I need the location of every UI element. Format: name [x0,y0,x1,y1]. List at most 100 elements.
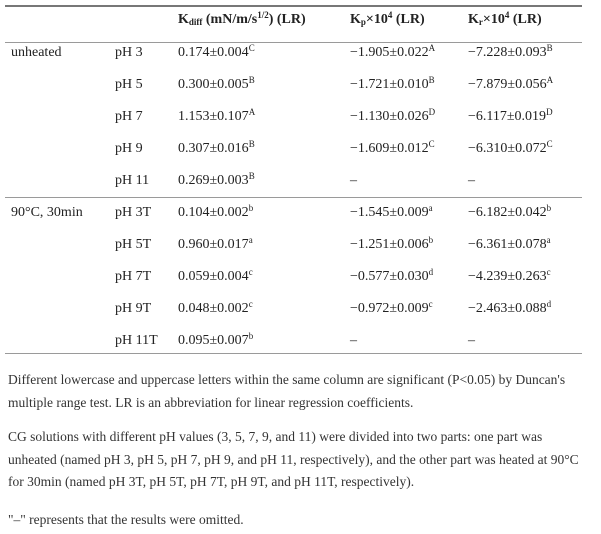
header-unit: ×10 [365,12,388,27]
value: −7.228±0.093 [468,45,547,60]
value: −0.577±0.030 [350,269,429,284]
header-unit: (mN/m/s [202,12,258,27]
value-cell: −2.463±0.088d [468,299,552,317]
significance-letter: A [546,75,554,85]
value-cell: −7.228±0.093B [468,43,553,61]
footnote-significance: Different lowercase and uppercase letter… [8,372,566,410]
value-cell: 0.307±0.016B [178,139,255,157]
group-label: 90°C, 30min [11,205,83,220]
column-header: Kp×104 (LR) [350,11,425,28]
sample-label: pH 9 [115,141,143,156]
sample-label: pH 5T [115,237,152,252]
significance-letter: B [546,43,553,53]
significance-letter: d [546,299,552,309]
significance-letter: C [248,43,255,53]
value-cell: – [350,333,357,349]
value-cell: −6.310±0.072C [468,139,553,157]
header-symbol: K [468,12,479,27]
value: 0.048±0.002 [178,301,249,316]
footnote-omitted: "–" represents that the results were omi… [8,512,244,527]
value: −4.239±0.263 [468,269,547,284]
value-cell: −1.721±0.010B [350,75,435,93]
header-unit: ×10 [482,12,505,27]
value: −6.117±0.019 [468,109,547,124]
significance-letter: D [428,107,436,117]
group-divider [5,197,582,198]
header-tail: (LR) [509,12,542,27]
header-rule [5,42,582,43]
value-cell: −1.905±0.022A [350,43,436,61]
sample-label: pH 7 [115,109,143,124]
value-cell: −1.130±0.026D [350,107,436,125]
value-cell: −0.972±0.009c [350,299,433,317]
value: −6.310±0.072 [468,141,547,156]
header-symbol: K [350,12,361,27]
header-subscript: p [360,17,366,27]
value: −1.251±0.006 [350,237,429,252]
header-subscript: diff [188,17,203,27]
value-cell: 1.153±0.107A [178,107,256,125]
significance-letter: B [428,75,435,85]
value-cell: 0.095±0.007b [178,331,254,349]
significance-letter: a [428,203,433,213]
header-superscript: 1/2 [257,10,269,20]
header-tail: (LR) [392,12,425,27]
sample-label: pH 11 [115,173,150,188]
header-superscript: 4 [504,10,510,20]
significance-letter: A [428,43,436,53]
value-cell: 0.300±0.005B [178,76,255,93]
significance-letter: b [248,331,254,341]
sample-label: pH 3T [115,205,152,220]
significance-letter: c [428,299,433,309]
value-cell: −0.577±0.030d [350,267,434,285]
significance-letter: C [428,139,435,149]
significance-letter: d [428,267,434,277]
value: 0.174±0.004 [178,45,249,60]
significance-letter: c [248,299,253,309]
significance-letter: c [546,267,551,277]
value-cell: 0.269±0.003B [178,171,255,189]
header-symbol: K [178,12,189,27]
value: 0.104±0.002 [178,205,249,220]
value: −6.182±0.042 [468,205,547,220]
header-subscript: r [478,17,483,27]
table-top-rule [5,5,582,7]
value-cell: 0.048±0.002c [178,299,253,317]
value: −7.879±0.056 [468,77,547,92]
value-cell: −6.117±0.019D [468,108,553,125]
value: −1.721±0.010 [350,77,429,92]
value-cell: −1.545±0.009a [350,203,433,221]
value-cell: −4.239±0.263c [468,267,551,285]
significance-letter: b [428,235,434,245]
significance-letter: b [248,203,254,213]
value-cell: – [468,333,475,349]
value: −1.905±0.022 [350,45,429,60]
value: −1.545±0.009 [350,205,429,220]
value: −2.463±0.088 [468,301,547,316]
value: – [350,173,357,188]
table-bottom-rule [5,353,582,354]
value: – [468,173,475,188]
value: 0.269±0.003 [178,173,249,188]
value: 0.307±0.016 [178,141,249,156]
value-cell: 0.174±0.004C [178,43,255,61]
significance-letter: B [248,171,255,181]
value-cell: −6.182±0.042b [468,204,551,221]
value-cell: 0.960±0.017a [178,236,253,253]
header-tail: ) (LR) [268,12,306,27]
column-header: Kdiff (mN/m/s1/2) (LR) [178,10,306,28]
significance-letter: A [248,107,256,117]
value-cell: −1.609±0.012C [350,139,435,157]
value: −6.361±0.078 [468,237,547,252]
value: 0.960±0.017 [178,237,249,252]
value: 1.153±0.107 [178,109,249,124]
value: – [350,333,357,348]
significance-letter: C [546,139,553,149]
group-label: unheated [11,45,62,60]
column-header: Kr×104 (LR) [468,10,542,28]
significance-letter: a [546,235,551,245]
significance-letter: B [248,139,255,149]
value: −1.609±0.012 [350,141,429,156]
footnote-samples: CG solutions with different pH values (3… [8,429,579,489]
value-cell: −6.361±0.078a [468,235,551,253]
